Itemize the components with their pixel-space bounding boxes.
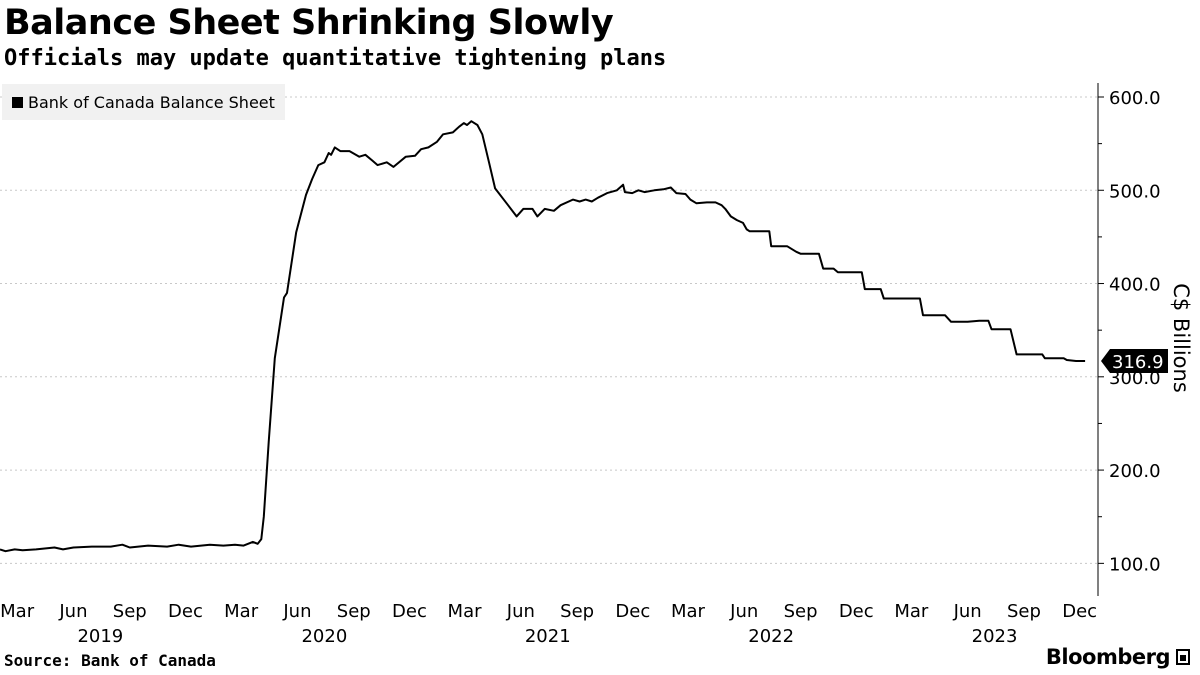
- y-axis-ticks: 100.0 200.0 300.0 400.0 500.0 600.0: [1098, 88, 1161, 575]
- y-tick-label: 100.0: [1109, 554, 1161, 575]
- x-year-label: 2020: [301, 626, 347, 647]
- series-layer: [0, 120, 1086, 553]
- x-tick-label: Mar: [448, 601, 483, 622]
- bloomberg-mark-icon: [1176, 649, 1190, 665]
- x-tick-label: Dec: [392, 601, 427, 622]
- chart-subtitle: Officials may update quantitative tighte…: [4, 46, 667, 71]
- y-tick-label: 400.0: [1109, 275, 1161, 296]
- series-line-0: [0, 120, 1086, 553]
- x-tick-label: Sep: [113, 601, 147, 622]
- chart-title: Balance Sheet Shrinking Slowly: [4, 3, 614, 43]
- y-axis-title: C$ Billions: [1169, 283, 1193, 393]
- brand-logo: Bloomberg: [1046, 645, 1190, 669]
- x-year-label: 2022: [748, 626, 794, 647]
- y-tick-label: 200.0: [1109, 461, 1161, 482]
- x-tick-label: Dec: [168, 601, 203, 622]
- last-value-label: 316.9: [1112, 352, 1164, 373]
- x-tick-label: Mar: [224, 601, 259, 622]
- x-tick-label: Mar: [894, 601, 929, 622]
- legend: Bank of Canada Balance Sheet: [2, 84, 285, 120]
- x-tick-label: Jun: [953, 601, 982, 622]
- x-tick-label: Dec: [839, 601, 874, 622]
- x-tick-label: Mar: [671, 601, 706, 622]
- x-tick-label: Dec: [1062, 601, 1097, 622]
- x-tick-label: Sep: [560, 601, 594, 622]
- y-tick-label: 600.0: [1109, 88, 1161, 109]
- grid-lines: [0, 96, 1098, 564]
- last-value-badge: [1101, 349, 1168, 374]
- source-note: Source: Bank of Canada: [4, 651, 216, 670]
- x-tick-label: Dec: [615, 601, 650, 622]
- y-tick-label: 300.0: [1109, 368, 1161, 389]
- brand-name: Bloomberg: [1045, 645, 1171, 669]
- x-tick-label: Sep: [1007, 601, 1041, 622]
- x-year-label: 2019: [77, 626, 123, 647]
- x-tick-label: Jun: [729, 601, 758, 622]
- x-tick-label: Jun: [58, 601, 87, 622]
- y-tick-label: 500.0: [1109, 181, 1161, 202]
- x-year-label: 2021: [525, 626, 571, 647]
- last-value-marker: 316.9: [1101, 349, 1168, 374]
- legend-swatch: [12, 96, 23, 108]
- x-tick-label: Sep: [784, 601, 818, 622]
- x-tick-label: Sep: [337, 601, 371, 622]
- x-axis-ticks: Mar Jun Sep Dec Mar Jun Sep Dec Mar Jun Sep Dec Mar J…: [0, 601, 1097, 647]
- x-year-label: 2023: [972, 626, 1018, 647]
- x-tick-label: Mar: [0, 601, 35, 622]
- legend-label: Bank of Canada Balance Sheet: [28, 92, 275, 112]
- x-tick-label: Jun: [282, 601, 311, 622]
- x-tick-label: Jun: [506, 601, 535, 622]
